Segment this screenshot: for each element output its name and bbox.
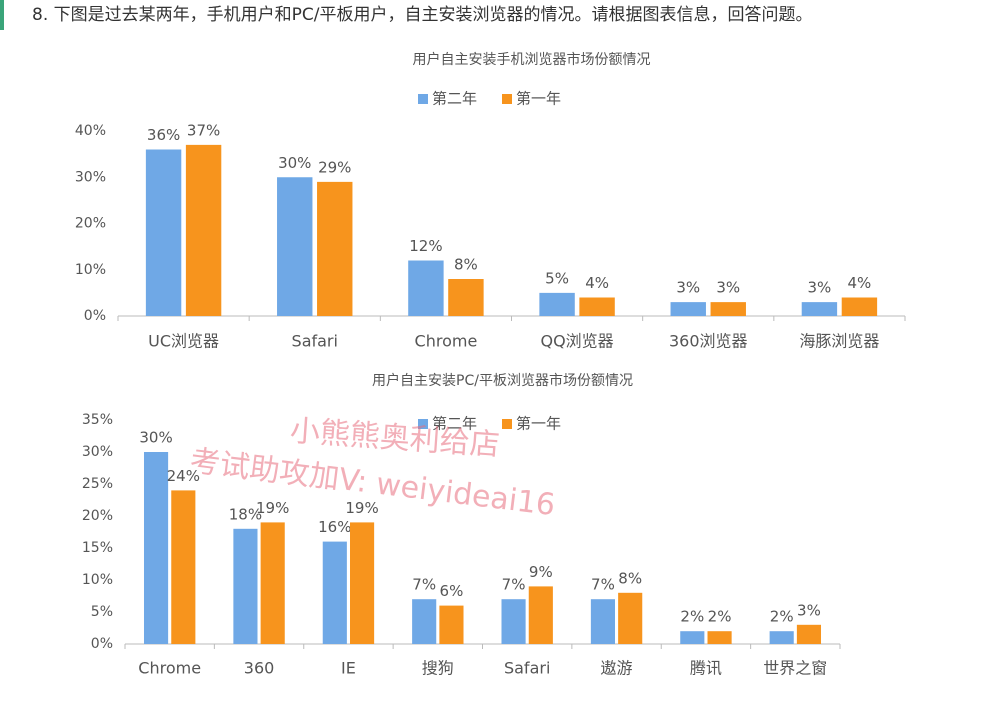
legend-swatch (418, 419, 428, 429)
y-tick-label: 30% (75, 169, 106, 185)
value-label: 3% (676, 279, 700, 297)
y-tick-label: 5% (91, 604, 113, 620)
value-label: 12% (409, 237, 442, 255)
chart-title: 用户自主安装PC/平板浏览器市场份额情况 (372, 372, 633, 389)
value-label: 24% (167, 467, 200, 485)
value-label: 4% (848, 274, 872, 292)
value-label: 18% (229, 505, 262, 523)
value-label: 7% (412, 576, 436, 594)
bar (322, 541, 347, 644)
question-marker (0, 0, 4, 30)
legend-swatch (418, 94, 428, 104)
bar (841, 297, 878, 316)
value-label: 9% (529, 563, 553, 581)
bar (528, 586, 553, 644)
legend-label: 第一年 (516, 90, 561, 108)
value-label: 3% (716, 279, 740, 297)
y-tick-label: 10% (75, 262, 106, 278)
bar (579, 297, 615, 316)
value-label: 8% (454, 256, 478, 274)
bar (185, 144, 222, 316)
bar (501, 599, 526, 644)
bar (680, 631, 705, 644)
x-tick-label: 360浏览器 (669, 332, 748, 351)
y-tick-label: 30% (82, 444, 113, 460)
y-tick-label: 15% (82, 540, 113, 556)
bar (171, 490, 196, 644)
x-tick-label: QQ浏览器 (540, 332, 613, 351)
bar (233, 528, 258, 644)
value-label: 29% (318, 158, 351, 176)
value-label: 5% (545, 269, 569, 287)
x-tick-label: 海豚浏览器 (799, 332, 879, 351)
x-tick-label: IE (341, 659, 356, 678)
bar (796, 624, 822, 644)
legend-label: 第一年 (516, 415, 561, 433)
bar (412, 599, 437, 644)
value-label: 3% (808, 279, 832, 297)
y-tick-label: 20% (75, 216, 106, 232)
value-label: 30% (278, 154, 311, 172)
chart-title: 用户自主安装手机浏览器市场份额情况 (413, 51, 651, 68)
bar (277, 177, 313, 316)
bar (145, 149, 182, 316)
legend-swatch (502, 94, 512, 104)
value-label: 6% (440, 582, 464, 600)
x-tick-label: 360 (244, 659, 275, 678)
bar (448, 279, 484, 316)
bar (769, 631, 794, 644)
y-tick-label: 40% (75, 123, 106, 139)
legend-swatch (502, 419, 512, 429)
bar (707, 631, 732, 644)
x-tick-label: 搜狗 (422, 659, 454, 678)
value-label: 8% (618, 569, 642, 587)
bar (143, 452, 169, 644)
y-tick-label: 35% (82, 412, 113, 428)
bar (539, 292, 575, 316)
value-label: 2% (708, 608, 732, 626)
x-tick-label: 腾讯 (690, 659, 722, 678)
value-label: 2% (770, 608, 794, 626)
bar (710, 302, 746, 316)
bar (408, 260, 444, 316)
bar (801, 302, 838, 316)
x-tick-label: Chrome (415, 332, 478, 351)
bar (439, 605, 464, 644)
bar (350, 522, 375, 644)
x-tick-label: Safari (292, 332, 338, 351)
bar (618, 592, 643, 644)
value-label: 36% (147, 126, 180, 144)
x-tick-label: Chrome (138, 659, 201, 678)
legend-label: 第二年 (432, 90, 477, 108)
value-label: 19% (345, 499, 378, 517)
question-text: 8. 下图是过去某两年，手机用户和PC/平板用户，自主安装浏览器的情况。请根据图… (32, 5, 812, 25)
bar (670, 302, 706, 316)
value-label: 3% (797, 601, 821, 619)
x-tick-label: Safari (504, 659, 550, 678)
value-label: 30% (139, 429, 172, 447)
y-tick-label: 0% (91, 636, 113, 652)
y-tick-label: 10% (82, 572, 113, 588)
bar (590, 599, 615, 644)
bar (260, 522, 285, 644)
x-tick-label: 世界之窗 (763, 659, 827, 678)
value-label: 7% (502, 576, 526, 594)
y-tick-label: 0% (84, 308, 106, 324)
value-label: 37% (187, 121, 220, 139)
y-tick-label: 25% (82, 476, 113, 492)
value-label: 2% (680, 608, 704, 626)
value-label: 7% (591, 576, 615, 594)
y-tick-label: 20% (82, 508, 113, 524)
value-label: 16% (318, 518, 351, 536)
x-tick-label: UC浏览器 (148, 332, 219, 351)
bar (317, 181, 353, 316)
value-label: 19% (256, 499, 289, 517)
x-tick-label: 遨游 (601, 659, 633, 678)
value-label: 4% (585, 274, 609, 292)
legend-label: 第二年 (432, 415, 477, 433)
